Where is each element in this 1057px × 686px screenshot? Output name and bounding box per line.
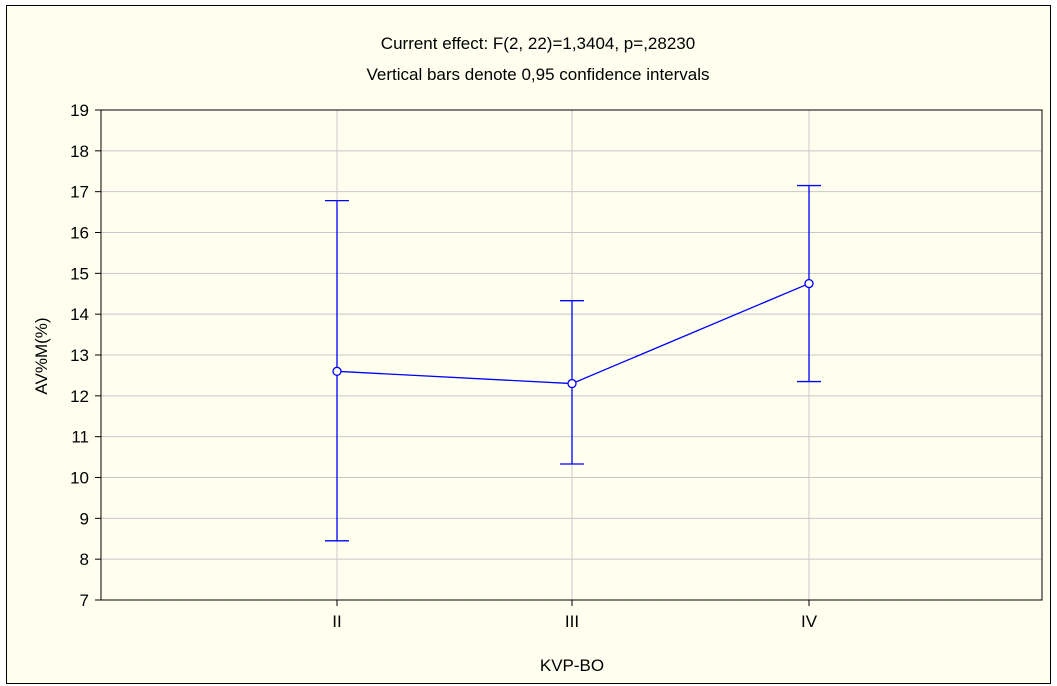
data-point bbox=[804, 278, 814, 289]
y-tick-label: 12 bbox=[70, 387, 89, 406]
y-tick-label: 16 bbox=[70, 224, 89, 243]
series-points bbox=[332, 278, 814, 389]
series-line-layer bbox=[336, 282, 810, 385]
y-tick-label: 8 bbox=[80, 550, 89, 569]
y-tick-label: 17 bbox=[70, 183, 89, 202]
y-axis-ticks: 7 8 9 10 11 12 13 14 15 16 17 18 19 bbox=[70, 101, 101, 610]
y-tick-label: 15 bbox=[70, 264, 89, 283]
y-tick-label: 18 bbox=[70, 142, 89, 161]
y-tick-label: 19 bbox=[70, 101, 89, 120]
x-tick-label: III bbox=[565, 612, 579, 631]
x-axis-label: KVP-BO bbox=[540, 656, 604, 675]
x-tick-label: II bbox=[332, 612, 341, 631]
error-bars bbox=[325, 184, 821, 542]
y-axis-label: AV%M(%) bbox=[32, 317, 51, 394]
y-tick-label: 7 bbox=[80, 591, 89, 610]
y-tick-label: 14 bbox=[70, 305, 89, 324]
chart-frame bbox=[6, 5, 1051, 684]
y-tick-label: 13 bbox=[70, 346, 89, 365]
chart-subtitle: Vertical bars denote 0,95 confidence int… bbox=[366, 65, 709, 84]
y-tick-label: 11 bbox=[71, 428, 89, 447]
data-point bbox=[567, 378, 577, 389]
series-line bbox=[336, 282, 810, 385]
data-point bbox=[332, 366, 342, 376]
chart-title: Current effect: F(2, 22)=1,3404, p=,2823… bbox=[381, 34, 695, 53]
x-tick-label: IV bbox=[801, 612, 818, 631]
x-axis-ticks: II III IV bbox=[332, 600, 818, 631]
y-tick-label: 10 bbox=[70, 469, 89, 488]
y-tick-label: 9 bbox=[80, 509, 89, 528]
